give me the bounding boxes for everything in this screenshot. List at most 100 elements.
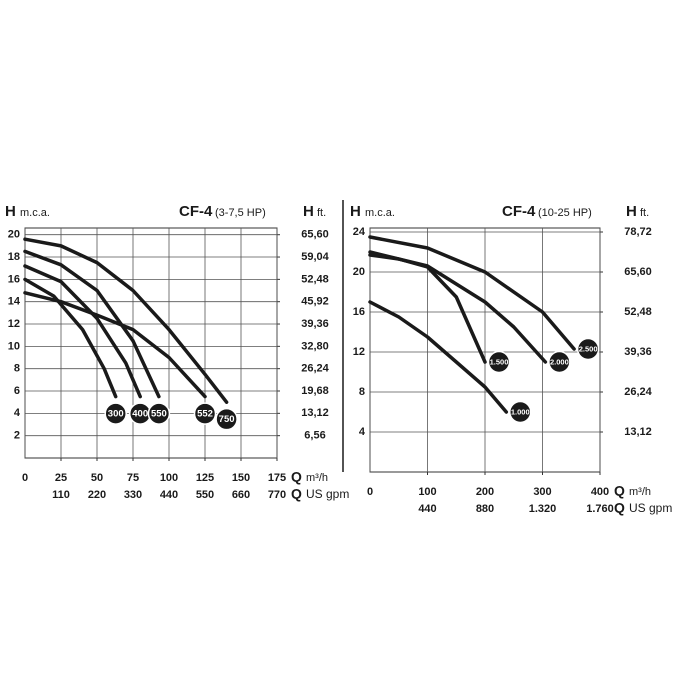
curve-badge: [487, 350, 511, 374]
x-tick-label: 75: [127, 472, 139, 484]
legend-label: 2.500: [579, 344, 598, 353]
y-tick-label: 4: [14, 407, 21, 419]
x2-axis-unit: US gpm: [306, 487, 349, 501]
y-tick-label: 16: [8, 273, 20, 285]
y-tick-label: 24: [353, 226, 366, 238]
x2-tick-label: 1.320: [529, 503, 557, 515]
pump-curve: [368, 300, 509, 414]
x-axis-unit: m³/h: [629, 486, 651, 498]
x-tick-label: 150: [232, 472, 250, 484]
y2-tick-label: 32,80: [301, 340, 329, 352]
x2-axis-unit: US gpm: [629, 501, 672, 515]
x-tick-label: 0: [367, 486, 373, 498]
x-axis-unit: m³/h: [306, 472, 328, 484]
x-axis-label: Q: [614, 483, 625, 499]
y2-tick-label: 59,04: [301, 251, 329, 263]
chart-title: CF-4: [502, 203, 536, 220]
chart-subtitle: (10-25 HP): [538, 207, 592, 219]
y2-tick-label: 78,72: [624, 226, 652, 238]
y-axis-unit: m.c.a.: [365, 207, 395, 219]
y-axis-unit: m.c.a.: [20, 207, 50, 219]
y2-tick-label: 39,36: [624, 346, 652, 358]
x2-tick-label: 1.760: [586, 503, 614, 515]
y-tick-label: 8: [14, 363, 20, 375]
y2-axis-unit: ft.: [640, 207, 649, 219]
y2-tick-label: 65,60: [301, 229, 329, 241]
y-axis-label: H: [5, 203, 16, 220]
y-tick-label: 6: [14, 385, 20, 397]
x-tick-label: 25: [55, 472, 67, 484]
curve-badge: [576, 337, 600, 361]
legend-label: 552: [197, 409, 213, 420]
legend-label: 400: [132, 409, 148, 420]
legend-label: 300: [108, 409, 124, 420]
x2-tick-label: 440: [418, 503, 436, 515]
x-tick-label: 175: [268, 472, 286, 484]
y2-tick-label: 26,24: [624, 386, 652, 398]
y-tick-label: 10: [8, 340, 20, 352]
y2-tick-label: 13,12: [301, 407, 329, 419]
x2-tick-label: 770: [268, 489, 286, 501]
y2-axis-label: H: [626, 203, 637, 220]
x-tick-label: 300: [533, 486, 551, 498]
y2-axis-label: H: [303, 203, 314, 220]
pump-curve: [23, 249, 161, 399]
y-tick-label: 2: [14, 430, 20, 442]
y-tick-label: 4: [359, 426, 366, 438]
pump-curve: [368, 250, 548, 364]
y2-tick-label: 52,48: [301, 273, 329, 285]
pump-curve: [23, 264, 142, 399]
y-tick-label: 18: [8, 251, 20, 263]
pump-curve: [23, 291, 207, 399]
x2-tick-label: 550: [196, 489, 214, 501]
x2-axis-label: Q: [614, 500, 625, 516]
pump-curve: [23, 277, 118, 399]
y-tick-label: 14: [8, 296, 21, 308]
legend-label: 550: [151, 409, 167, 420]
x2-axis-label: Q: [291, 486, 302, 502]
y2-tick-label: 52,48: [624, 306, 652, 318]
x2-tick-label: 880: [476, 503, 494, 515]
curve-badge: [147, 402, 171, 425]
y-tick-label: 20: [8, 229, 20, 241]
y2-tick-label: 26,24: [301, 363, 329, 375]
y2-tick-label: 13,12: [624, 426, 652, 438]
x2-tick-label: 220: [88, 489, 106, 501]
y2-tick-label: 6,56: [304, 430, 325, 442]
x2-tick-label: 110: [52, 489, 70, 501]
x2-tick-label: 330: [124, 489, 142, 501]
legend-label: 1.000: [511, 407, 530, 416]
curve-badge: [193, 402, 217, 425]
x2-tick-label: 440: [160, 489, 178, 501]
curve-badge: [509, 400, 532, 424]
y2-tick-label: 65,60: [624, 266, 652, 278]
curve-badge: [548, 350, 571, 374]
legend-label: 2.000: [550, 357, 569, 366]
curve-badge: [215, 407, 238, 431]
x-tick-label: 200: [476, 486, 494, 498]
y2-axis-unit: ft.: [317, 207, 326, 219]
legend-label: 1.500: [490, 357, 509, 366]
y-tick-label: 8: [359, 386, 365, 398]
curve-badge: [104, 402, 127, 425]
chart-title: CF-4: [179, 203, 213, 220]
y-tick-label: 16: [353, 306, 365, 318]
x-tick-label: 125: [196, 472, 214, 484]
y2-tick-label: 19,68: [301, 385, 329, 397]
x2-tick-label: 660: [232, 489, 250, 501]
x-axis-label: Q: [291, 469, 302, 485]
x-tick-label: 400: [591, 486, 609, 498]
x-tick-label: 100: [160, 472, 178, 484]
y-tick-label: 20: [353, 266, 365, 278]
y2-tick-label: 45,92: [301, 296, 329, 308]
x-tick-label: 0: [22, 472, 28, 484]
y-tick-label: 12: [8, 318, 20, 330]
x-tick-label: 100: [418, 486, 436, 498]
pump-curve: [23, 237, 229, 404]
chart-subtitle: (3-7,5 HP): [215, 207, 266, 219]
y-tick-label: 12: [353, 346, 365, 358]
pump-curve: [368, 235, 576, 351]
x-tick-label: 50: [91, 472, 103, 484]
y-axis-label: H: [350, 203, 361, 220]
